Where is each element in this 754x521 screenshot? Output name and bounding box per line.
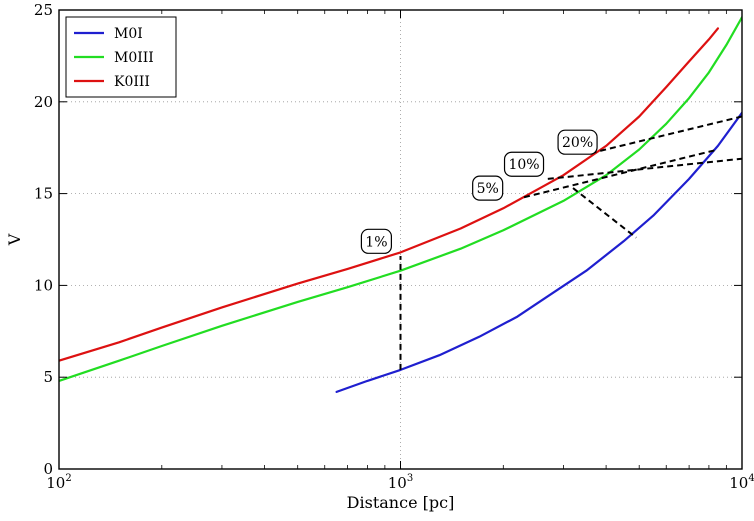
grid-lines [59,10,742,469]
y-tick-label: 15 [34,185,53,203]
x-axis-label: Distance [pc] [347,493,455,512]
annotation-text: 10% [508,157,539,173]
legend: M0I M0III K0III [65,16,177,98]
legend-entry: M0I [114,26,143,42]
annotation-label: 10% [503,151,545,177]
annotations: 1% 5% 10% 20% [360,129,598,254]
x-axis: 102 103 104 [46,10,754,492]
dashed-line [523,148,719,199]
annotation-text: 1% [365,234,387,250]
annotation-box [503,151,545,177]
y-tick-label: 20 [34,93,53,111]
y-axis-label: V [5,233,24,246]
annotation-label: 5% [472,175,504,201]
y-tick-label: 25 [34,1,53,19]
annotation-box [360,228,392,254]
y-tick-label: 10 [34,276,53,294]
x-tick-label: 103 [388,473,413,492]
plot-area [59,16,742,393]
annotation-box [557,129,598,155]
series-line-m0iii [59,16,742,382]
annotation-text: 20% [562,135,593,151]
series-line-k0iii [59,27,720,362]
legend-entry: K0III [114,74,150,90]
annotation-label: 1% [360,228,392,254]
y-tick-label: 0 [43,460,53,478]
annotation-label: 20% [557,129,598,155]
annotation-box [472,175,504,201]
y-tick-label: 5 [43,368,53,386]
x-tick-label: 102 [46,473,71,492]
y-axis: 0 5 10 15 20 25 [34,1,742,478]
annotation-text: 5% [477,181,499,197]
dashed-line [590,115,742,155]
dashed-line [572,187,637,239]
x-tick-label: 104 [729,473,754,492]
dashed-line [547,157,742,180]
series-line-m0i [335,111,742,393]
legend-entry: M0III [114,50,154,66]
